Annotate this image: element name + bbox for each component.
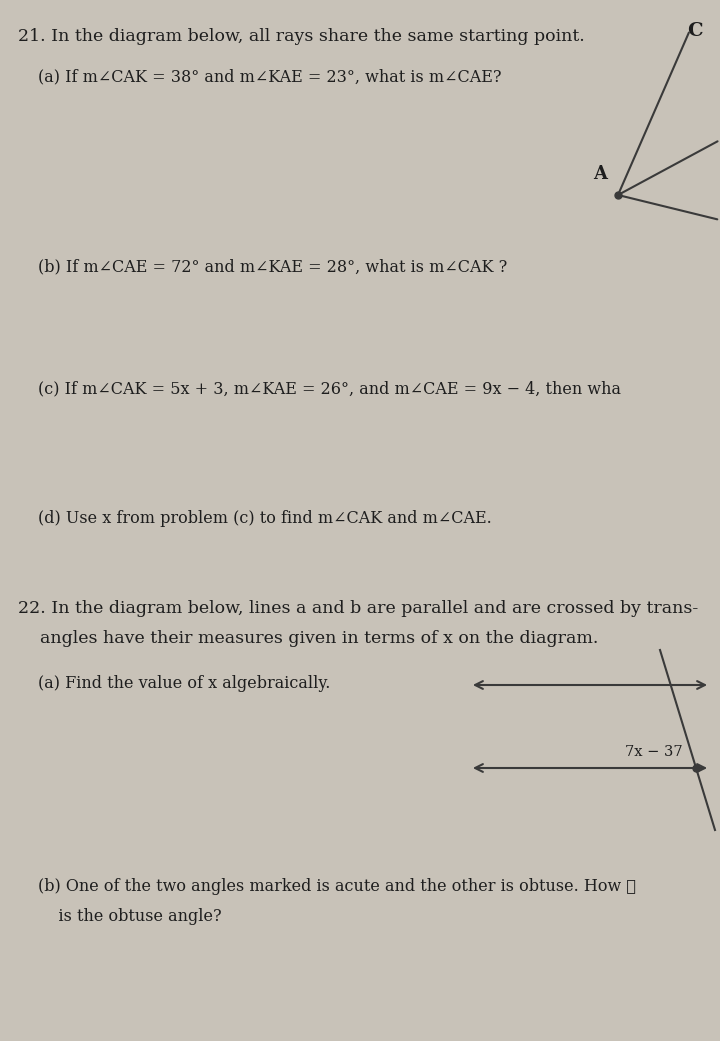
Text: 22. In the diagram below, lines a and b are parallel and are crossed by trans-: 22. In the diagram below, lines a and b … [18,600,698,617]
Text: angles have their measures given in terms of x on the diagram.: angles have their measures given in term… [18,630,598,648]
Text: (b) One of the two angles marked is acute and the other is obtuse. How ℓ: (b) One of the two angles marked is acut… [38,878,636,895]
Text: (a) Find the value of x algebraically.: (a) Find the value of x algebraically. [38,675,330,692]
Text: C: C [687,22,703,40]
Text: (b) If m∠CAE = 72° and m∠KAE = 28°, what is m∠CAK ?: (b) If m∠CAE = 72° and m∠KAE = 28°, what… [38,258,508,275]
Text: (c) If m∠CAK = 5x + 3, m∠KAE = 26°, and m∠CAE = 9x − 4, then wha: (c) If m∠CAK = 5x + 3, m∠KAE = 26°, and … [38,380,621,397]
Text: (a) If m∠CAK = 38° and m∠KAE = 23°, what is m∠CAE?: (a) If m∠CAK = 38° and m∠KAE = 23°, what… [38,68,502,85]
Text: A: A [593,166,607,183]
Text: 7x − 37: 7x − 37 [625,745,683,759]
Text: 21. In the diagram below, all rays share the same starting point.: 21. In the diagram below, all rays share… [18,28,585,45]
Text: (d) Use x from problem (c) to find m∠CAK and m∠CAE.: (d) Use x from problem (c) to find m∠CAK… [38,510,492,527]
Text: is the obtuse angle?: is the obtuse angle? [38,908,222,925]
